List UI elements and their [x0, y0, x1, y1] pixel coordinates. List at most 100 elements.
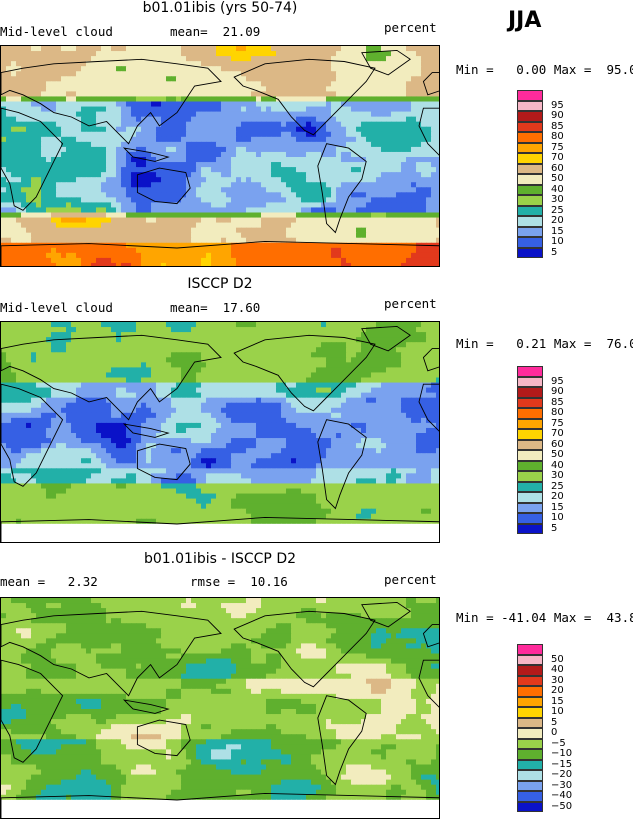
- field-cell: [246, 91, 252, 97]
- field-cell: [171, 352, 177, 358]
- field-cell: [111, 61, 117, 67]
- field-cell: [326, 362, 332, 368]
- field-cell: [196, 238, 202, 244]
- field-cell: [366, 263, 372, 267]
- field-cell: [321, 172, 327, 178]
- field-cell: [171, 162, 177, 168]
- field-cell: [66, 56, 72, 62]
- field-cell: [156, 327, 162, 333]
- field-cell: [246, 132, 252, 138]
- colorbar-swatch: [517, 227, 543, 238]
- field-cell: [356, 238, 362, 244]
- field-cell: [201, 253, 207, 259]
- field-cell: [136, 337, 142, 343]
- field-cell: [346, 248, 352, 254]
- field-cell: [256, 137, 262, 143]
- field-cell: [21, 378, 27, 384]
- field-cell: [156, 107, 162, 113]
- field-cell: [376, 96, 382, 102]
- field-cell: [281, 248, 287, 254]
- field-cell: [321, 81, 327, 87]
- field-cell: [181, 352, 187, 358]
- field-cell: [161, 253, 167, 259]
- field-cell: [16, 81, 22, 87]
- field-cell: [176, 142, 182, 148]
- field-cell: [366, 46, 372, 52]
- field-cell: [226, 258, 232, 264]
- field-cell: [136, 233, 142, 239]
- field-cell: [316, 228, 322, 234]
- field-cell: [86, 142, 92, 148]
- field-cell: [151, 86, 157, 92]
- field-cell: [291, 367, 297, 373]
- field-cell: [131, 96, 137, 102]
- field-cell: [361, 91, 367, 97]
- field-cell: [386, 142, 392, 148]
- field-cell: [206, 107, 212, 113]
- field-cell: [421, 142, 427, 148]
- field-cell: [81, 162, 87, 168]
- field-cell: [81, 56, 87, 62]
- field-cell: [91, 367, 97, 373]
- field-cell: [276, 46, 282, 52]
- field-cell: [136, 172, 142, 178]
- field-cell: [241, 187, 247, 193]
- field-cell: [291, 378, 297, 384]
- field-cell: [171, 122, 177, 128]
- field-cell: [26, 81, 32, 87]
- field-cell: [401, 56, 407, 62]
- field-cell: [331, 122, 337, 128]
- field-cell: [276, 66, 282, 72]
- field-cell: [396, 152, 402, 158]
- colorbar-label: 30: [551, 195, 564, 205]
- field-cell: [401, 207, 407, 213]
- field-cell: [151, 342, 157, 348]
- field-cell: [136, 96, 142, 102]
- field-cell: [171, 177, 177, 183]
- field-cell: [266, 112, 272, 118]
- field-cell: [161, 332, 167, 338]
- field-cell: [101, 71, 107, 77]
- field-cell: [121, 117, 127, 123]
- field-cell: [396, 81, 402, 87]
- field-cell: [66, 102, 72, 108]
- field-cell: [246, 187, 252, 193]
- field-cell: [151, 61, 157, 67]
- field-cell: [241, 96, 247, 102]
- field-cell: [266, 187, 272, 193]
- field-cell: [411, 228, 417, 234]
- field-cell: [281, 142, 287, 148]
- field-cell: [231, 112, 237, 118]
- field-cell: [31, 378, 37, 384]
- field-cell: [76, 383, 82, 389]
- field-cell: [311, 81, 317, 87]
- field-cell: [436, 228, 440, 234]
- field-cell: [166, 177, 172, 183]
- field-cell: [261, 147, 267, 153]
- field-cell: [371, 248, 377, 254]
- field-cell: [36, 223, 42, 229]
- field-cell: [6, 253, 12, 259]
- field-cell: [266, 202, 272, 208]
- field-cell: [361, 66, 367, 72]
- field-cell: [256, 71, 262, 77]
- field-cell: [111, 202, 117, 208]
- field-cell: [6, 202, 12, 208]
- field-cell: [261, 228, 267, 234]
- field-cell: [311, 56, 317, 62]
- field-cell: [61, 322, 67, 328]
- field-cell: [261, 107, 267, 113]
- field-cell: [201, 96, 207, 102]
- field-cell: [321, 337, 327, 343]
- field-cell: [341, 96, 347, 102]
- field-cell: [401, 258, 407, 264]
- field-cell: [86, 56, 92, 62]
- field-cell: [36, 342, 42, 348]
- field-cell: [421, 372, 427, 378]
- field-cell: [316, 117, 322, 123]
- field-cell: [36, 372, 42, 378]
- field-cell: [391, 177, 397, 183]
- field-cell: [66, 322, 72, 328]
- field-cell: [346, 46, 352, 52]
- field-cell: [46, 202, 52, 208]
